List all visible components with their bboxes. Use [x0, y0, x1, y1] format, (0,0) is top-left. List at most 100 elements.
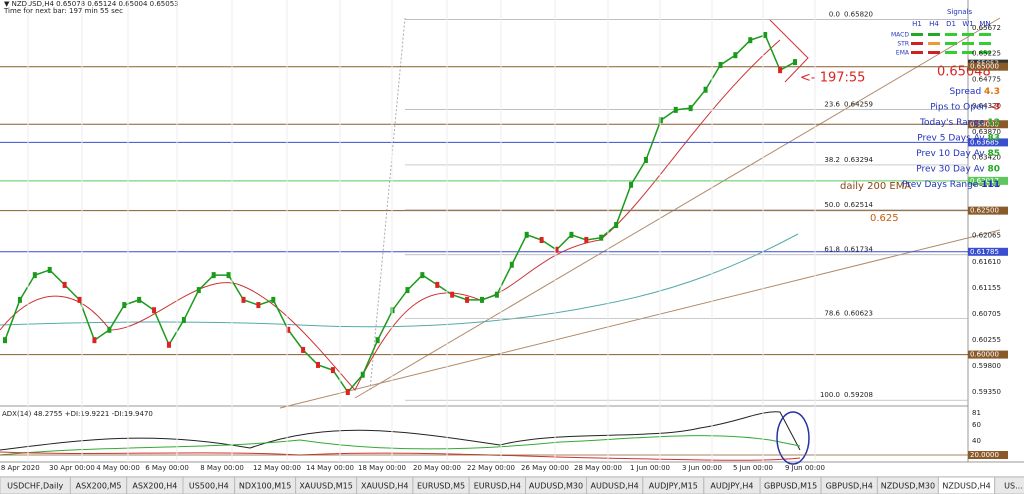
price-tick-label: 0.64320 [972, 102, 1001, 110]
signal-row: EMA [896, 50, 910, 57]
candle [465, 296, 470, 303]
info-label: Prev 10 Day Av [916, 149, 985, 159]
candle [539, 236, 544, 243]
candle [301, 346, 306, 353]
tab-label[interactable]: XAUUSD,H4 [361, 482, 409, 491]
info-value: 111 [981, 180, 1000, 190]
info-line: Spread 4.3 [949, 87, 1000, 97]
candle [554, 246, 559, 253]
candle [405, 287, 410, 294]
triangle [769, 19, 809, 83]
candle [509, 261, 514, 268]
adx-tag [968, 451, 1008, 459]
signal-column: H1 [912, 20, 922, 28]
price-tag-label: 0.65000 [970, 63, 999, 71]
tab-label[interactable]: ASX200,H4 [132, 482, 177, 491]
info-value: 85 [987, 149, 1000, 159]
candle [793, 59, 797, 66]
candle [360, 371, 365, 378]
candle [286, 326, 291, 333]
tab-label[interactable]: NZDUSD,H4 [942, 482, 990, 491]
candle [494, 291, 499, 298]
tab-label[interactable]: NDX100,M15 [239, 482, 292, 491]
candle [62, 281, 67, 288]
info-value: 80 [987, 164, 1000, 174]
tab-label[interactable]: USDCHF,Daily [7, 482, 63, 491]
ema-value: 0.625 [870, 213, 899, 224]
price-tag [968, 247, 1008, 256]
tab-label[interactable]: GBPUSD,M15 [764, 482, 817, 491]
date-label: 9 Jun 00:00 [785, 464, 825, 472]
fib-price-label: 0.65820 [844, 10, 873, 18]
tab-label[interactable]: US... [1004, 482, 1023, 491]
price-tick-label: 0.64775 [972, 76, 1001, 84]
candle [256, 302, 261, 309]
tab-label[interactable]: US500,H4 [189, 482, 229, 491]
tab-label[interactable]: AUDJPY,H4 [710, 482, 753, 491]
tab-label[interactable]: AUDUSD,M30 [529, 482, 583, 491]
candle [271, 296, 276, 303]
price-tick-label: 0.59800 [972, 362, 1001, 370]
tab-label[interactable]: GBPUSD,H4 [826, 482, 873, 491]
fib-level-label: 23.6 [824, 100, 840, 108]
date-label: 26 May 00:00 [521, 464, 569, 472]
price-tick-label: 0.63870 [972, 128, 1001, 136]
price-tag-label: 0.60000 [970, 351, 999, 359]
candle [196, 287, 201, 294]
date-label: 6 May 00:00 [145, 464, 189, 472]
tab-label[interactable]: ASX200,M5 [76, 482, 122, 491]
candle [390, 307, 395, 314]
fib-level-label: 0.0 [829, 10, 840, 18]
info-label: Prev Days Range [902, 180, 979, 190]
info-value: 4.3 [984, 87, 1000, 97]
tab-label[interactable]: EURUSD,M5 [417, 482, 465, 491]
date-label: 8 May 00:00 [200, 464, 244, 472]
candle [3, 337, 7, 344]
candle [718, 61, 723, 68]
adx-tag-label: 20.0000 [970, 451, 999, 459]
price-tick-label: 0.62065 [972, 232, 1001, 240]
price-tick-label: 0.60705 [972, 310, 1001, 318]
info-line: Prev 30 Day Av 80 [916, 164, 1000, 174]
candle [435, 281, 440, 288]
tab[interactable] [994, 476, 1024, 494]
candle [32, 272, 37, 279]
adx-label: ADX(14) 48.2755 +DI:19.9221 -DI:19.9470 [2, 410, 153, 418]
price-tag-label: 0.63685 [970, 138, 999, 146]
signal-bars [911, 33, 991, 54]
adx-tick-label: 81 [972, 409, 981, 417]
moving-average [0, 233, 799, 328]
signal-row: STR [897, 41, 909, 48]
price-line [4, 34, 796, 394]
highlight-circle [776, 411, 810, 465]
info-label: Prev 5 Days Av [917, 133, 985, 143]
tab-label[interactable]: XAUUSD,M15 [299, 482, 353, 491]
price-tag [968, 350, 1008, 359]
tab-label[interactable]: NZDUSD,M30 [881, 482, 935, 491]
fib-price-label: 0.59208 [844, 391, 873, 399]
plus-di-line [0, 435, 801, 456]
adx-tick-label: 40 [972, 437, 981, 445]
fib-price-label: 0.60623 [844, 310, 873, 318]
candle [181, 317, 186, 324]
candle [658, 117, 663, 124]
countdown: <- 197:55 [800, 71, 865, 86]
candle [92, 337, 97, 344]
candle [479, 296, 484, 303]
candle [703, 86, 708, 93]
fib-level-label: 50.0 [824, 201, 840, 209]
price-tag [968, 120, 1008, 129]
candle [733, 52, 738, 59]
candle [47, 266, 52, 273]
tab-label[interactable]: AUDUSD,H4 [591, 482, 639, 491]
price-tick-label: 0.65225 [972, 50, 1001, 58]
price-tick-label: 0.63420 [972, 154, 1001, 162]
price-tick-label: 0.61155 [972, 284, 1001, 292]
fib-price-label: 0.61734 [844, 246, 873, 254]
date-label: 12 May 00:00 [253, 464, 301, 472]
signal-column: D1 [946, 20, 956, 28]
tab-label[interactable]: AUDJPY,M15 [649, 482, 698, 491]
tab-label[interactable]: EURUSD,H4 [474, 482, 521, 491]
adx-line [0, 411, 801, 451]
